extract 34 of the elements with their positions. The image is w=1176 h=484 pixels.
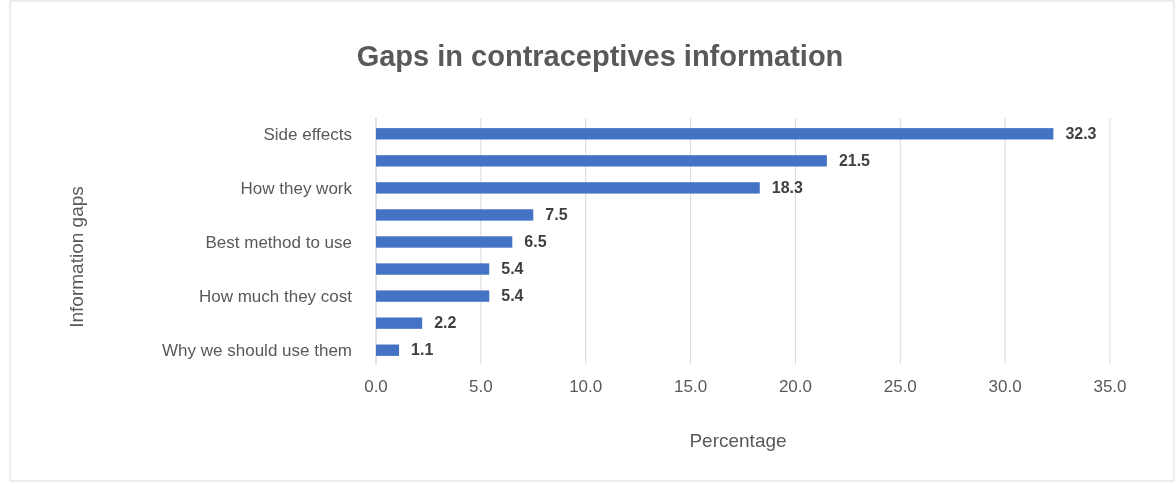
data-label: 5.4 xyxy=(501,287,524,305)
x-tick-label: 25.0 xyxy=(883,377,917,396)
bar xyxy=(376,236,513,248)
bar xyxy=(376,290,490,302)
bar xyxy=(376,344,400,356)
data-label: 5.4 xyxy=(501,260,524,278)
data-label: 6.5 xyxy=(524,233,547,250)
y-tick-label: How much they cost xyxy=(198,287,353,307)
chart-title: Gaps in contraceptives information xyxy=(356,40,844,72)
data-label: 18.3 xyxy=(771,178,804,196)
y-axis-title: Information gaps xyxy=(66,186,87,328)
bar xyxy=(376,317,423,329)
y-tick-label: How they work xyxy=(240,178,353,198)
bar xyxy=(376,209,534,221)
x-tick-label: 30.0 xyxy=(988,377,1022,396)
data-label: 2.2 xyxy=(434,314,457,332)
data-label: 7.5 xyxy=(545,205,568,223)
x-tick-label: 15.0 xyxy=(674,377,708,396)
y-tick-label: Why we should use them xyxy=(162,341,352,361)
x-tick-label: 10.0 xyxy=(569,377,603,396)
data-label: 1.1 xyxy=(411,341,434,359)
data-label: 32.3 xyxy=(1065,124,1097,142)
y-tick-label: Best method to use xyxy=(205,233,352,252)
x-tick-label: 0.0 xyxy=(364,377,388,396)
bar xyxy=(376,182,760,194)
bar xyxy=(376,155,827,167)
x-tick-label: 35.0 xyxy=(1093,377,1127,396)
x-tick-label: 20.0 xyxy=(778,377,812,396)
bar xyxy=(376,128,1054,140)
bar xyxy=(376,263,490,275)
y-tick-label: Side effects xyxy=(263,124,352,144)
x-axis-title: Percentage xyxy=(689,430,787,451)
x-tick-label: 5.0 xyxy=(469,377,493,396)
data-label: 21.5 xyxy=(838,151,871,169)
